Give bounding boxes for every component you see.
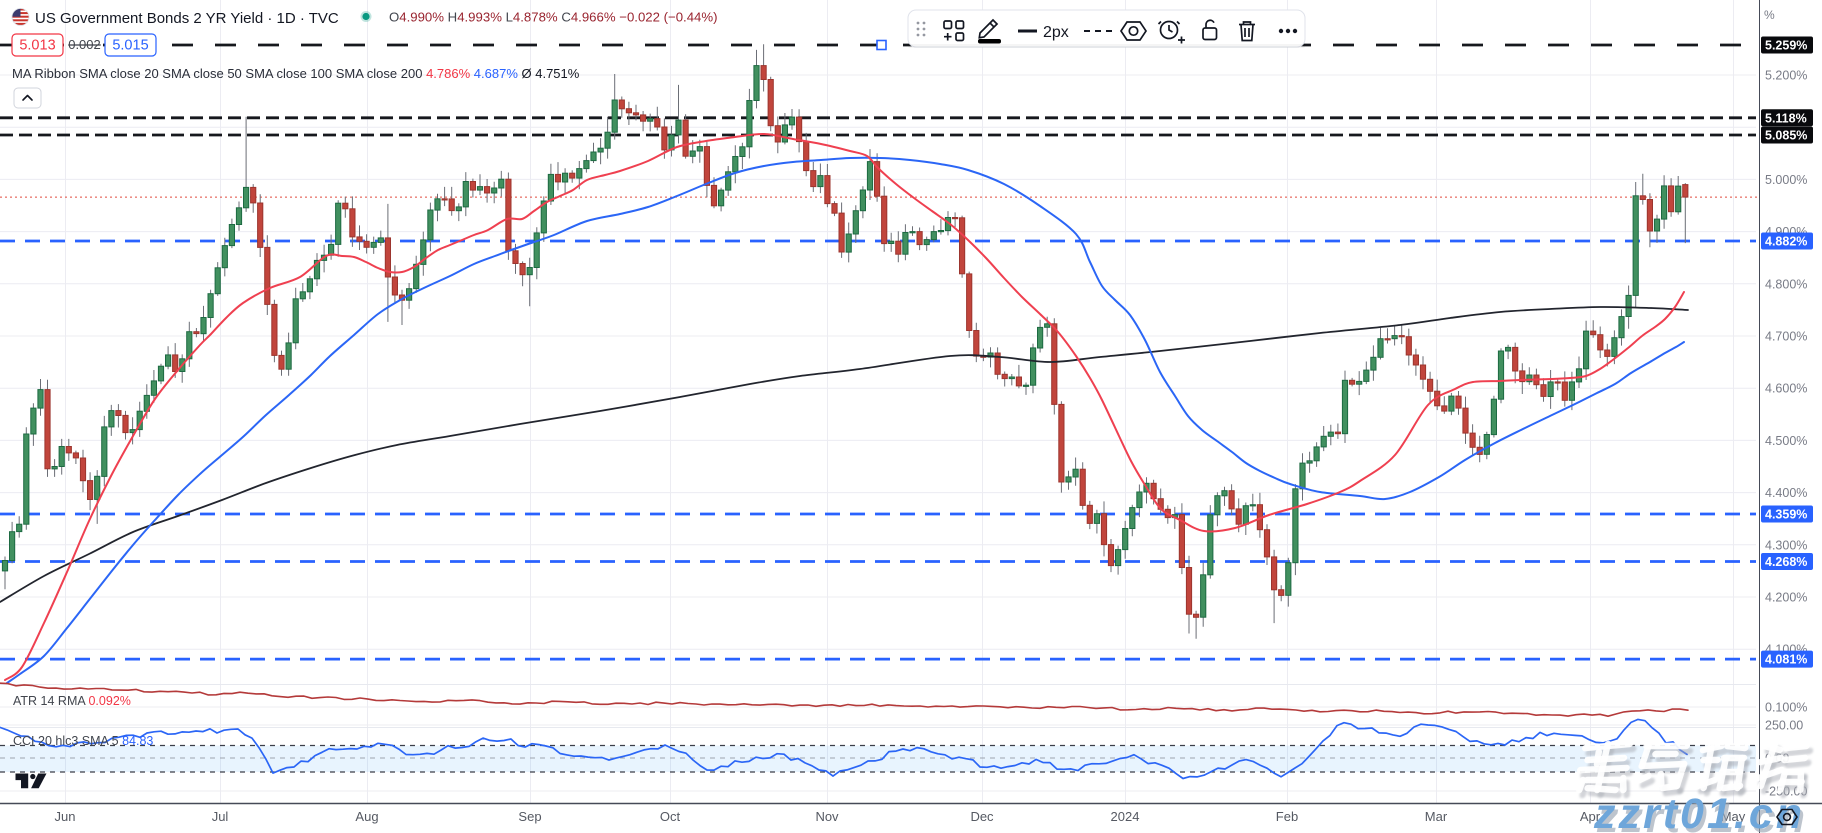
svg-text:Jul: Jul [212,809,229,824]
svg-text:Oct: Oct [660,809,681,824]
svg-text:Sep: Sep [518,809,541,824]
svg-text:4.268%: 4.268% [1765,555,1807,569]
svg-text:4.700%: 4.700% [1765,330,1807,344]
svg-text:zzrt01.cn: zzrt01.cn [1593,790,1805,833]
svg-text:Aug: Aug [355,809,378,824]
svg-text:US Government Bonds 2 YR Yield: US Government Bonds 2 YR Yield · 1D · TV… [35,10,339,27]
svg-text:Feb: Feb [1276,809,1298,824]
svg-text:ATR 14 RMA 0.092%: ATR 14 RMA 0.092% [13,694,131,708]
svg-text:5.085%: 5.085% [1765,129,1807,143]
svg-text:5.200%: 5.200% [1765,69,1807,83]
svg-text:250.00: 250.00 [1765,719,1803,733]
svg-text:0.100%: 0.100% [1765,701,1807,715]
svg-text:5.259%: 5.259% [1765,39,1807,53]
svg-text:Nov: Nov [815,809,839,824]
svg-text:zzrt01.cn: zzrt01.cn [1596,794,1808,833]
svg-text:5.015: 5.015 [112,38,148,54]
svg-text:4.882%: 4.882% [1765,234,1807,248]
svg-text:5.000%: 5.000% [1765,173,1807,187]
svg-text:Dec: Dec [970,809,994,824]
svg-text:4.500%: 4.500% [1765,434,1807,448]
svg-text:May: May [1721,809,1746,824]
svg-text:Jun: Jun [55,809,76,824]
svg-text:4.800%: 4.800% [1765,277,1807,291]
svg-text:CCI 20 hlc3 SMA 5 84.83: CCI 20 hlc3 SMA 5 84.83 [13,734,153,748]
svg-text:%: % [1764,8,1775,22]
svg-text:4.400%: 4.400% [1765,486,1807,500]
svg-text:4.200%: 4.200% [1765,591,1807,605]
svg-text:4.359%: 4.359% [1765,508,1807,522]
svg-text:5.013: 5.013 [19,38,55,54]
svg-text:4.081%: 4.081% [1765,653,1807,667]
svg-text:Mar: Mar [1425,809,1448,824]
svg-text:Apr: Apr [1580,809,1601,824]
svg-text:MA Ribbon SMA close 20 SMA clo: MA Ribbon SMA close 20 SMA close 50 SMA … [12,66,580,81]
svg-text:2px: 2px [1043,24,1069,41]
svg-text:0.002: 0.002 [68,37,101,52]
svg-text:2024: 2024 [1111,809,1140,824]
svg-text:4.600%: 4.600% [1765,382,1807,396]
svg-text:O4.990% H4.993% L4.878% C4.966: O4.990% H4.993% L4.878% C4.966% −0.022 (… [389,10,718,25]
svg-text:5.118%: 5.118% [1765,111,1807,125]
svg-text:4.300%: 4.300% [1765,538,1807,552]
